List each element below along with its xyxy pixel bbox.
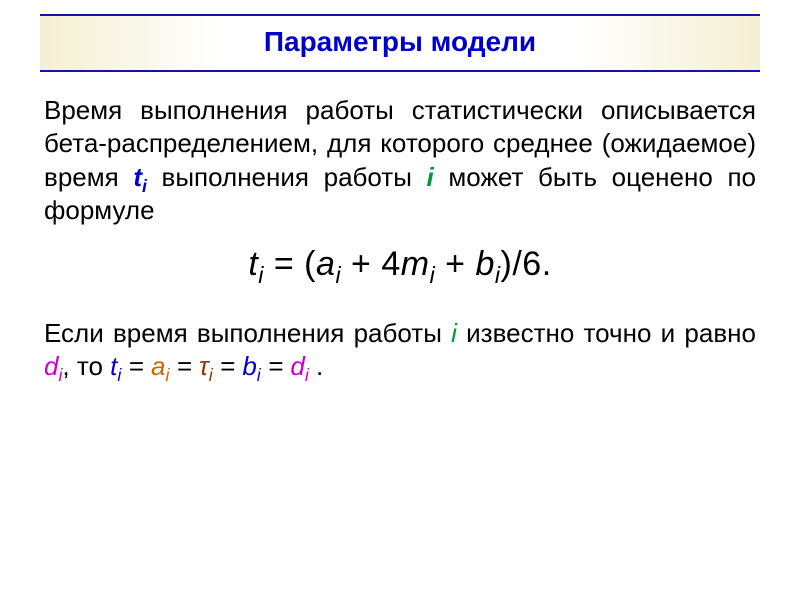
slide-body: Время выполнения работы статистически оп…	[0, 94, 800, 383]
intro-text-2: выполнения работы	[147, 162, 427, 192]
cond-eq-1: =	[121, 351, 151, 381]
paragraph-intro: Время выполнения работы статистически оп…	[44, 94, 756, 227]
cond-eq-4: =	[261, 351, 291, 381]
formula-plus4: + 4	[341, 245, 401, 283]
cond-eq-3: =	[213, 351, 243, 381]
var-t: t	[133, 162, 142, 192]
formula-plus: +	[435, 245, 475, 283]
slide: Параметры модели Время выполнения работы…	[0, 14, 800, 600]
cond-var-tau: τ	[199, 351, 209, 381]
formula-eq-open: = (	[264, 245, 316, 283]
cond-var-d2: d	[290, 351, 304, 381]
formula-t: t	[248, 245, 258, 283]
cond-var-b: b	[242, 351, 256, 381]
cond-text-2: известно точно и равно	[457, 318, 756, 348]
cond-var-d: d	[44, 351, 58, 381]
cond-text-1: Если время выполнения работы	[44, 318, 451, 348]
cond-period: .	[309, 351, 323, 381]
formula-close: )/6.	[501, 245, 552, 283]
formula-a: a	[316, 245, 335, 283]
cond-text-3: , то	[62, 351, 110, 381]
formula: ti = (ai + 4mi + bi)/6.	[44, 243, 756, 287]
slide-title: Параметры модели	[40, 14, 760, 72]
cond-var-a: a	[151, 351, 165, 381]
paragraph-condition: Если время выполнения работы i известно …	[44, 317, 756, 384]
var-i: i	[427, 162, 434, 192]
formula-m: m	[401, 245, 430, 283]
formula-b: b	[475, 245, 494, 283]
cond-eq-2: =	[169, 351, 199, 381]
